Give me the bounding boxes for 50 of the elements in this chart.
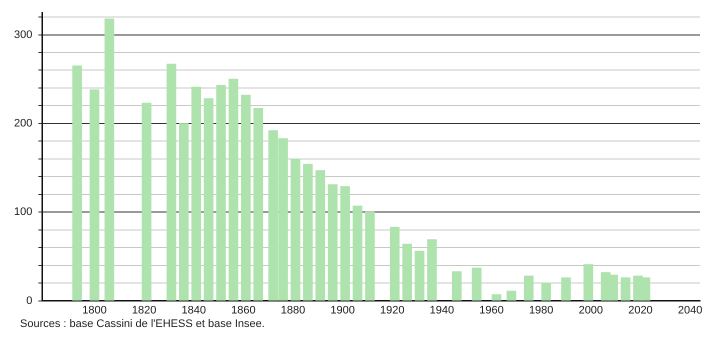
bar [191,86,202,301]
bar [340,186,350,301]
bar [315,170,326,301]
bar [178,123,189,301]
x-tick-label: 1800 [82,304,107,316]
y-tick-label: 200 [14,117,32,130]
y-tick-label: 0 [26,294,32,307]
x-tick-label: 1820 [132,304,156,316]
bar [541,282,551,301]
bar [228,78,238,301]
bar [506,290,516,301]
bar [241,94,251,301]
x-tick-label: 1860 [231,304,256,316]
bar [365,212,375,301]
x-tick-label: 1900 [330,304,355,316]
bar [414,250,424,301]
bar [427,239,437,301]
x-tick-label: 1940 [430,304,454,316]
x-tick-label: 1880 [280,304,306,316]
bar [390,226,400,301]
bar [142,102,152,301]
y-tick-label: 100 [14,206,32,218]
bar [204,98,214,301]
bar [216,84,226,301]
bar [524,276,534,301]
bar [452,271,462,301]
x-tick-label: 2000 [578,304,604,316]
x-tick-label: 2020 [628,304,653,316]
bar [472,268,482,301]
bar [104,18,114,301]
bar [303,164,313,301]
bar [352,206,362,301]
bar [402,244,412,301]
bar [253,108,264,301]
x-tick-label: 2040 [678,304,702,316]
bar [328,184,338,301]
bar [492,294,502,301]
bar [620,277,630,301]
bar [583,264,594,301]
bar [290,158,300,301]
source-note: Sources : base Cassini de l'EHESS et base Insee. [20,318,266,330]
bar [72,65,82,301]
y-tick-label: 300 [14,28,32,41]
bar [166,64,176,301]
bar [561,277,571,301]
x-tick-label: 1960 [479,304,504,316]
x-tick-label: 1920 [380,304,405,316]
bar [90,89,100,301]
x-tick-label: 1840 [181,304,206,316]
x-tick-label: 1980 [528,304,554,316]
